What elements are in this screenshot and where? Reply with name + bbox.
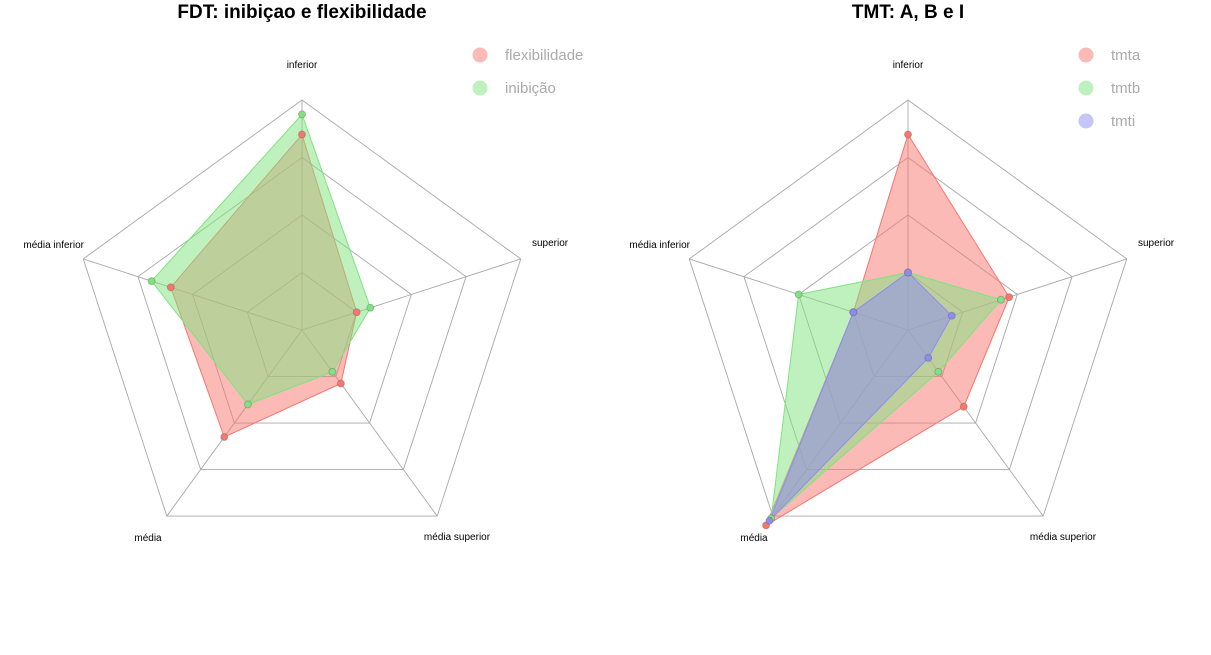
series-area-tmti: [768, 271, 953, 522]
data-point-tmtb: [794, 290, 803, 299]
data-point-tmta: [959, 402, 968, 411]
data-point-flexibilidade: [352, 308, 361, 317]
data-point-inibicao: [328, 367, 337, 376]
grid-ring: [137, 156, 467, 471]
axis-label-superior: superior: [1138, 238, 1175, 249]
legend-swatch-tmti: [1078, 113, 1094, 129]
legend-swatch-flexibilidade: [472, 47, 488, 63]
axis-label-media-superior: média superior: [1030, 532, 1097, 543]
fdt-radar-panel: inferior superior média superior média média…: [23, 2, 583, 544]
chart-title: FDT: inibiçao e flexibilidade: [177, 2, 426, 23]
legend-label-inibicao: inibição: [505, 80, 556, 97]
axis-label-superior: superior: [532, 238, 569, 249]
data-point-inibicao: [147, 277, 156, 286]
series-tmti: [768, 271, 953, 522]
axis-label-inferior: inferior: [287, 60, 318, 71]
data-point-tmta: [1005, 293, 1014, 302]
legend-swatch-tmta: [1078, 47, 1094, 63]
legend: tmta tmtb tmti: [1078, 47, 1141, 130]
grid-ring: [743, 156, 1073, 471]
data-point-flexibilidade: [220, 432, 229, 441]
axis-label-inferior: inferior: [893, 60, 924, 71]
axis-label-media-inferior: média inferior: [629, 240, 690, 251]
data-point-tmti: [947, 311, 956, 320]
data-point-flexibilidade: [166, 283, 175, 292]
series-area-inibicao: [150, 113, 371, 406]
data-point-tmti: [904, 268, 912, 277]
data-point-flexibilidade: [336, 379, 345, 388]
legend: flexibilidade inibição: [472, 47, 583, 97]
data-point-inibicao: [366, 303, 375, 312]
data-point-tmti: [849, 308, 858, 317]
data-point-flexibilidade: [298, 130, 306, 139]
data-point-inibicao: [243, 400, 252, 409]
legend-swatch-tmtb: [1078, 80, 1094, 96]
data-point-inibicao: [298, 110, 306, 119]
legend-label-tmta: tmta: [1111, 47, 1141, 64]
data-point-tmta: [904, 130, 912, 139]
legend-label-tmti: tmti: [1111, 113, 1135, 130]
chart-title: TMT: A, B e I: [852, 2, 964, 23]
axis-label-media: média: [134, 533, 162, 544]
axis-label-media: média: [740, 533, 768, 544]
legend-label-flexibilidade: flexibilidade: [505, 47, 583, 64]
data-point-tmti: [924, 353, 933, 362]
data-point-tmtb: [934, 367, 943, 376]
grid-ring: [82, 99, 522, 517]
grid-ring: [688, 99, 1128, 517]
series-inibicao: [150, 113, 371, 406]
data-point-tmti: [765, 516, 774, 525]
legend-label-tmtb: tmtb: [1111, 80, 1140, 97]
legend-swatch-inibicao: [472, 80, 488, 96]
data-point-tmtb: [996, 295, 1005, 304]
axis-label-media-inferior: média inferior: [23, 240, 84, 251]
tmt-radar-panel: inferior superior média superior média média…: [629, 2, 1174, 544]
axis-label-media-superior: média superior: [424, 532, 491, 543]
